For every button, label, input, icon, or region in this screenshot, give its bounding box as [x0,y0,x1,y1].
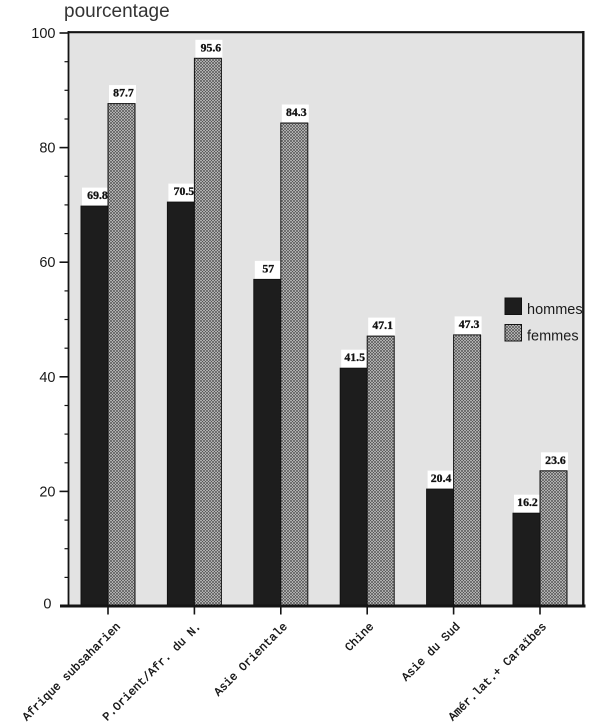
svg-text:80: 80 [39,141,55,157]
svg-text:87.7: 87.7 [113,86,134,100]
svg-text:23.6: 23.6 [545,453,566,467]
svg-text:60: 60 [39,255,55,271]
svg-text:100: 100 [31,26,55,42]
svg-text:69.8: 69.8 [87,188,108,202]
svg-text:40: 40 [39,370,55,386]
svg-text:84.3: 84.3 [286,105,307,119]
svg-text:hommes: hommes [527,302,583,318]
svg-text:20: 20 [39,484,55,500]
svg-text:95.6: 95.6 [201,40,222,54]
svg-text:41.5: 41.5 [344,350,365,364]
svg-text:femmes: femmes [527,329,579,345]
svg-text:57: 57 [262,261,274,275]
svg-text:16.2: 16.2 [517,495,538,509]
svg-text:47.3: 47.3 [459,317,480,331]
svg-text:70.5: 70.5 [174,184,195,198]
svg-text:20.4: 20.4 [431,471,452,485]
svg-text:47.1: 47.1 [372,318,393,332]
svg-text:pourcentage: pourcentage [64,1,170,22]
svg-text:0: 0 [43,597,51,613]
